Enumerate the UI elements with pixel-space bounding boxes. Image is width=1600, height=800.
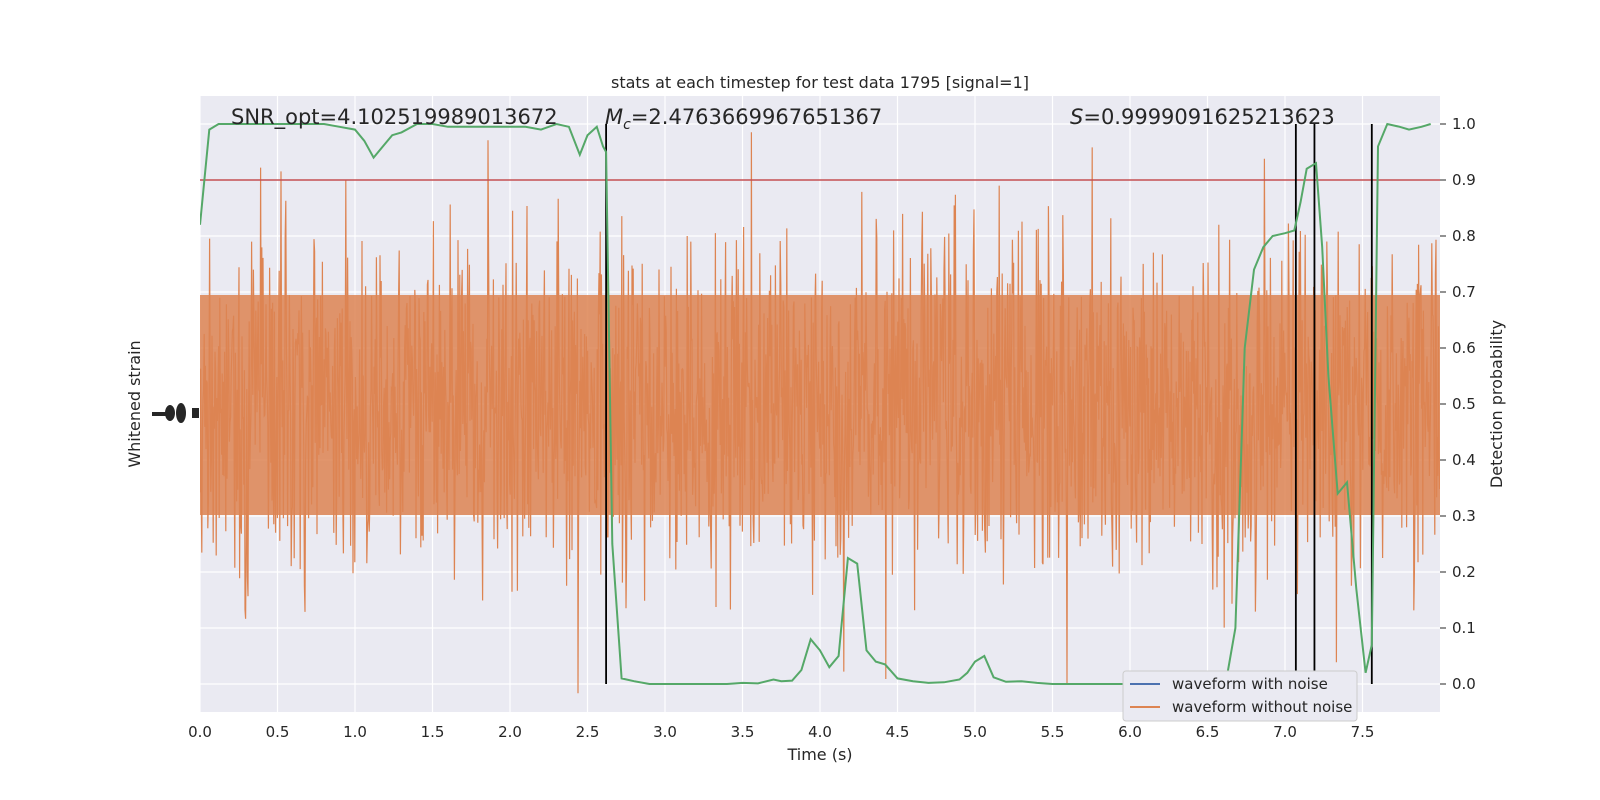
x-tick-label: 2.5 [576,723,600,741]
y-tick-label: 0.4 [1452,451,1476,469]
y-tick-label: 0.6 [1452,339,1476,357]
x-tick-label: 7.5 [1351,723,1375,741]
annotation-mc: Mc=2.4763669967651367 [605,105,882,133]
y-tick-label: 0.3 [1452,507,1476,525]
x-tick-label: 0.0 [188,723,212,741]
x-tick-label: 4.0 [808,723,832,741]
x-tick-label: 6.5 [1196,723,1220,741]
y-tick-label: 0.7 [1452,283,1476,301]
x-tick-label: 5.0 [963,723,987,741]
y-tick-label: 0.0 [1452,675,1476,693]
y-tick-label: 0.1 [1452,619,1476,637]
detection-probability-line [200,122,1431,685]
x-tick-label: 7.0 [1273,723,1297,741]
legend-label-with-noise: waveform with noise [1172,675,1328,693]
y-tick-label: 1.0 [1452,115,1476,133]
x-tick-labels: 0.0 0.5 1.0 1.5 2.0 2.5 3.0 3.5 4.0 4.5 5.0 5.5 6.0 6… [188,723,1374,741]
x-tick-label: 3.5 [731,723,755,741]
y-tick-label: 0.2 [1452,563,1476,581]
detection-probability-path [200,122,1431,685]
legend: waveform with noise waveform without noi… [1122,670,1358,722]
y-tick-label: 0.9 [1452,171,1476,189]
x-tick-label: 3.0 [653,723,677,741]
x-tick-label: 1.5 [421,723,445,741]
legend-box [1122,670,1358,722]
x-tick-label: 4.5 [886,723,910,741]
x-tick-label: 5.5 [1041,723,1065,741]
legend-label-without-noise: waveform without noise [1172,698,1352,716]
y-axis-label-right: Detection probability [1487,320,1506,488]
x-tick-label: 2.0 [498,723,522,741]
x-tick-label: 0.5 [266,723,290,741]
waveform-core [200,295,1440,515]
annotation-s: S=0.9999091625213623 [1070,105,1335,129]
x-tick-label: 1.0 [343,723,367,741]
waveform-without-noise [200,132,1440,694]
y-tick-label: 0.5 [1452,395,1476,413]
y-tick-label: 0.8 [1452,227,1476,245]
x-axis-label: Time (s) [786,745,852,764]
chart-title: stats at each timestep for test data 179… [611,73,1029,92]
y-right-tick-labels: 0.0 0.1 0.2 0.3 0.4 0.5 0.6 0.7 0.8 0.9 1.0 [1440,115,1476,693]
x-tick-label: 6.0 [1118,723,1142,741]
y-axis-label-left: Whitened strain [125,340,144,467]
annotation-snr: SNR_opt=4.102519989013672 [231,105,558,130]
left-axis-ticks [152,403,199,423]
